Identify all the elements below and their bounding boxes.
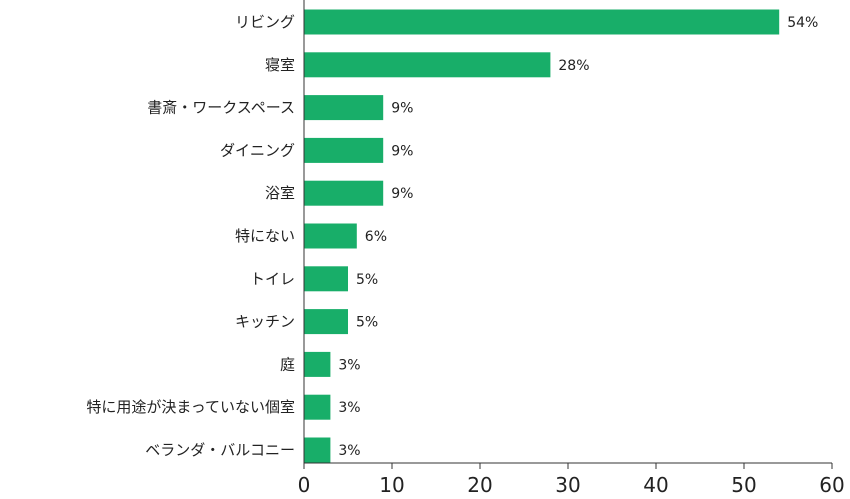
bar-2 [304,95,384,121]
category-labels-group: リビング寝室書斎・ワークスペースダイニング浴室特にないトイレキッチン庭特に用途が… [86,13,295,459]
x-tick-label-1: 10 [379,473,404,497]
value-labels-group: 54% 28% 9% 9% 9% 6% 5% 5% 3% 3% 3% [338,15,818,459]
x-tick-label-2: 20 [467,473,492,497]
category-label-2: 書斎・ワークスペース [147,99,295,117]
category-label-5: 特にない [235,227,295,245]
x-ticks-group: 0 10 20 30 40 50 60 [298,463,845,497]
value-label-0: 54% [787,15,818,31]
value-label-6: 5% [356,272,378,288]
bar-9 [304,394,331,420]
category-label-3: ダイニング [220,141,295,159]
category-label-6: トイレ [250,270,295,288]
bar-1 [304,52,551,78]
value-label-9: 3% [338,400,360,416]
category-label-8: 庭 [280,355,295,373]
bar-0 [304,9,780,35]
category-label-7: キッチン [235,313,295,331]
category-label-0: リビング [235,13,295,31]
bars-group [304,9,780,463]
bar-3 [304,137,384,163]
x-tick-label-0: 0 [298,473,311,497]
x-tick-label-4: 40 [643,473,668,497]
category-label-4: 浴室 [265,184,295,202]
x-tick-label-3: 30 [555,473,580,497]
value-label-4: 9% [391,186,413,202]
value-label-5: 6% [365,229,387,245]
category-label-1: 寝室 [265,56,295,74]
bar-8 [304,351,331,377]
bar-6 [304,266,348,292]
x-tick-label-6: 60 [819,473,844,497]
value-label-10: 3% [338,443,360,459]
value-label-1: 28% [558,58,589,74]
value-label-8: 3% [338,357,360,373]
category-label-9: 特に用途が決まっていない個室 [86,398,295,416]
bar-5 [304,223,357,249]
value-label-3: 9% [391,143,413,159]
x-tick-label-5: 50 [731,473,756,497]
category-label-10: ベランダ・バルコニー [145,441,295,459]
value-label-7: 5% [356,315,378,331]
bar-4 [304,180,384,206]
bar-7 [304,309,348,335]
bar-10 [304,437,331,463]
value-label-2: 9% [391,101,413,117]
